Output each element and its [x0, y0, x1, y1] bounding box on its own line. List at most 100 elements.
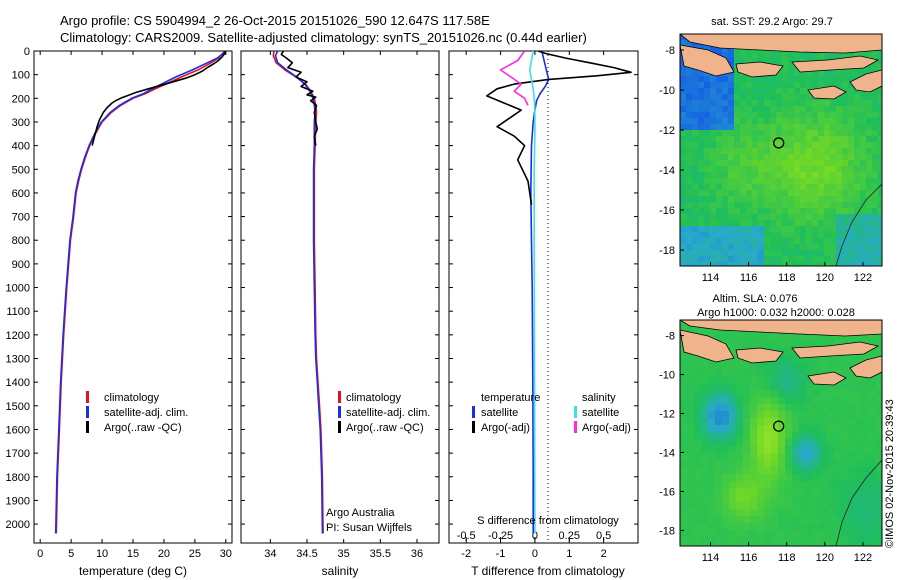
map-cell	[818, 184, 825, 191]
map-cell	[800, 172, 807, 179]
depth-tick-label: 1200	[6, 330, 30, 342]
s-diff-tick-label: -0.5	[457, 530, 476, 542]
island-sumba	[807, 85, 847, 100]
map-cell	[680, 40, 687, 47]
map-cell	[758, 244, 765, 251]
map-cell	[708, 383, 716, 391]
map-cell	[869, 488, 877, 496]
map-cell	[820, 411, 828, 419]
map-cell	[848, 130, 855, 137]
map-cell	[872, 178, 879, 185]
map-cell	[734, 262, 741, 266]
map-cell	[800, 112, 807, 119]
map-cell	[872, 94, 879, 101]
map-cell	[848, 467, 856, 475]
map-cell	[824, 244, 831, 251]
map-cell	[848, 184, 855, 191]
map-cell	[818, 106, 825, 113]
map-cell	[872, 208, 879, 215]
map-cell	[788, 76, 795, 83]
map-cell	[722, 362, 730, 370]
map-cell	[812, 238, 819, 245]
series-argo-raw-qc	[280, 51, 319, 146]
legend-swatch-sal-satellite	[574, 406, 577, 418]
map-cell	[806, 52, 813, 59]
map-cell	[764, 537, 772, 545]
map-cell	[694, 523, 702, 531]
map-cell	[848, 196, 855, 203]
map-cell	[782, 214, 789, 221]
map-cell	[812, 232, 819, 239]
map-cell	[771, 446, 779, 454]
map-cell	[794, 244, 801, 251]
map-cell	[687, 404, 695, 412]
map-cell	[692, 256, 699, 263]
map-cell	[728, 226, 735, 233]
map-cell	[878, 142, 882, 149]
map-cell	[848, 369, 856, 377]
map-cell	[827, 544, 835, 546]
map-cell	[830, 118, 837, 125]
map-cell	[836, 190, 843, 197]
map-cell	[686, 226, 693, 233]
map-cell	[770, 208, 777, 215]
map-cell	[800, 244, 807, 251]
map-cell	[729, 474, 737, 482]
map-cell	[878, 238, 882, 245]
map-cell	[855, 502, 863, 510]
coast-australia	[835, 183, 882, 266]
map-cell	[776, 82, 783, 89]
difference-panel: -2 -1 0 1 2 -0.5 -0.25 0 0.25 0.5 S difference f…	[448, 50, 639, 578]
map-cell	[764, 376, 772, 384]
map-cell	[776, 118, 783, 125]
map-cell	[866, 262, 873, 266]
map-cell	[834, 453, 842, 461]
x-tick-label: -2	[461, 548, 471, 560]
map-cell	[788, 256, 795, 263]
sst-map-title: sat. SST: 29.2 Argo: 29.7	[711, 16, 833, 28]
map-cell	[722, 502, 730, 510]
map-cell	[715, 495, 723, 503]
map-cell	[680, 537, 688, 545]
legend-label-temp-satellite: satellite	[481, 407, 518, 419]
map-cell	[785, 369, 793, 377]
map-cell	[752, 178, 759, 185]
map-cell	[746, 178, 753, 185]
map-cell	[841, 446, 849, 454]
map-cell	[710, 172, 717, 179]
map-cell	[764, 202, 771, 209]
map-cell	[716, 166, 723, 173]
map-cell	[824, 52, 831, 59]
map-cell	[729, 411, 737, 419]
map-cell	[812, 172, 819, 179]
map-cell	[715, 362, 723, 370]
map-cell	[750, 341, 758, 349]
map-cell	[715, 467, 723, 475]
map-cell	[729, 348, 737, 356]
map-cell	[855, 439, 863, 447]
map-cell	[876, 432, 882, 440]
map-cell	[872, 232, 879, 239]
map-cell	[820, 488, 828, 496]
map-cell	[692, 208, 699, 215]
map-cell	[800, 70, 807, 77]
map-cell	[782, 178, 789, 185]
map-cell	[855, 355, 863, 363]
s-diff-tick-label: 0.25	[559, 530, 580, 542]
map-cell	[715, 383, 723, 391]
map-cell	[792, 467, 800, 475]
map-cell	[812, 52, 819, 59]
map-cell	[764, 460, 772, 468]
map-cell	[869, 334, 877, 342]
map-cell	[785, 383, 793, 391]
map-cell	[792, 383, 800, 391]
map-cell	[800, 130, 807, 137]
map-cell	[729, 383, 737, 391]
map-cell	[842, 202, 849, 209]
map-cell	[794, 256, 801, 263]
map-cell	[757, 369, 765, 377]
map-cell	[734, 208, 741, 215]
map-cell	[680, 154, 687, 161]
map-cell	[704, 46, 711, 53]
map-cell	[855, 334, 863, 342]
